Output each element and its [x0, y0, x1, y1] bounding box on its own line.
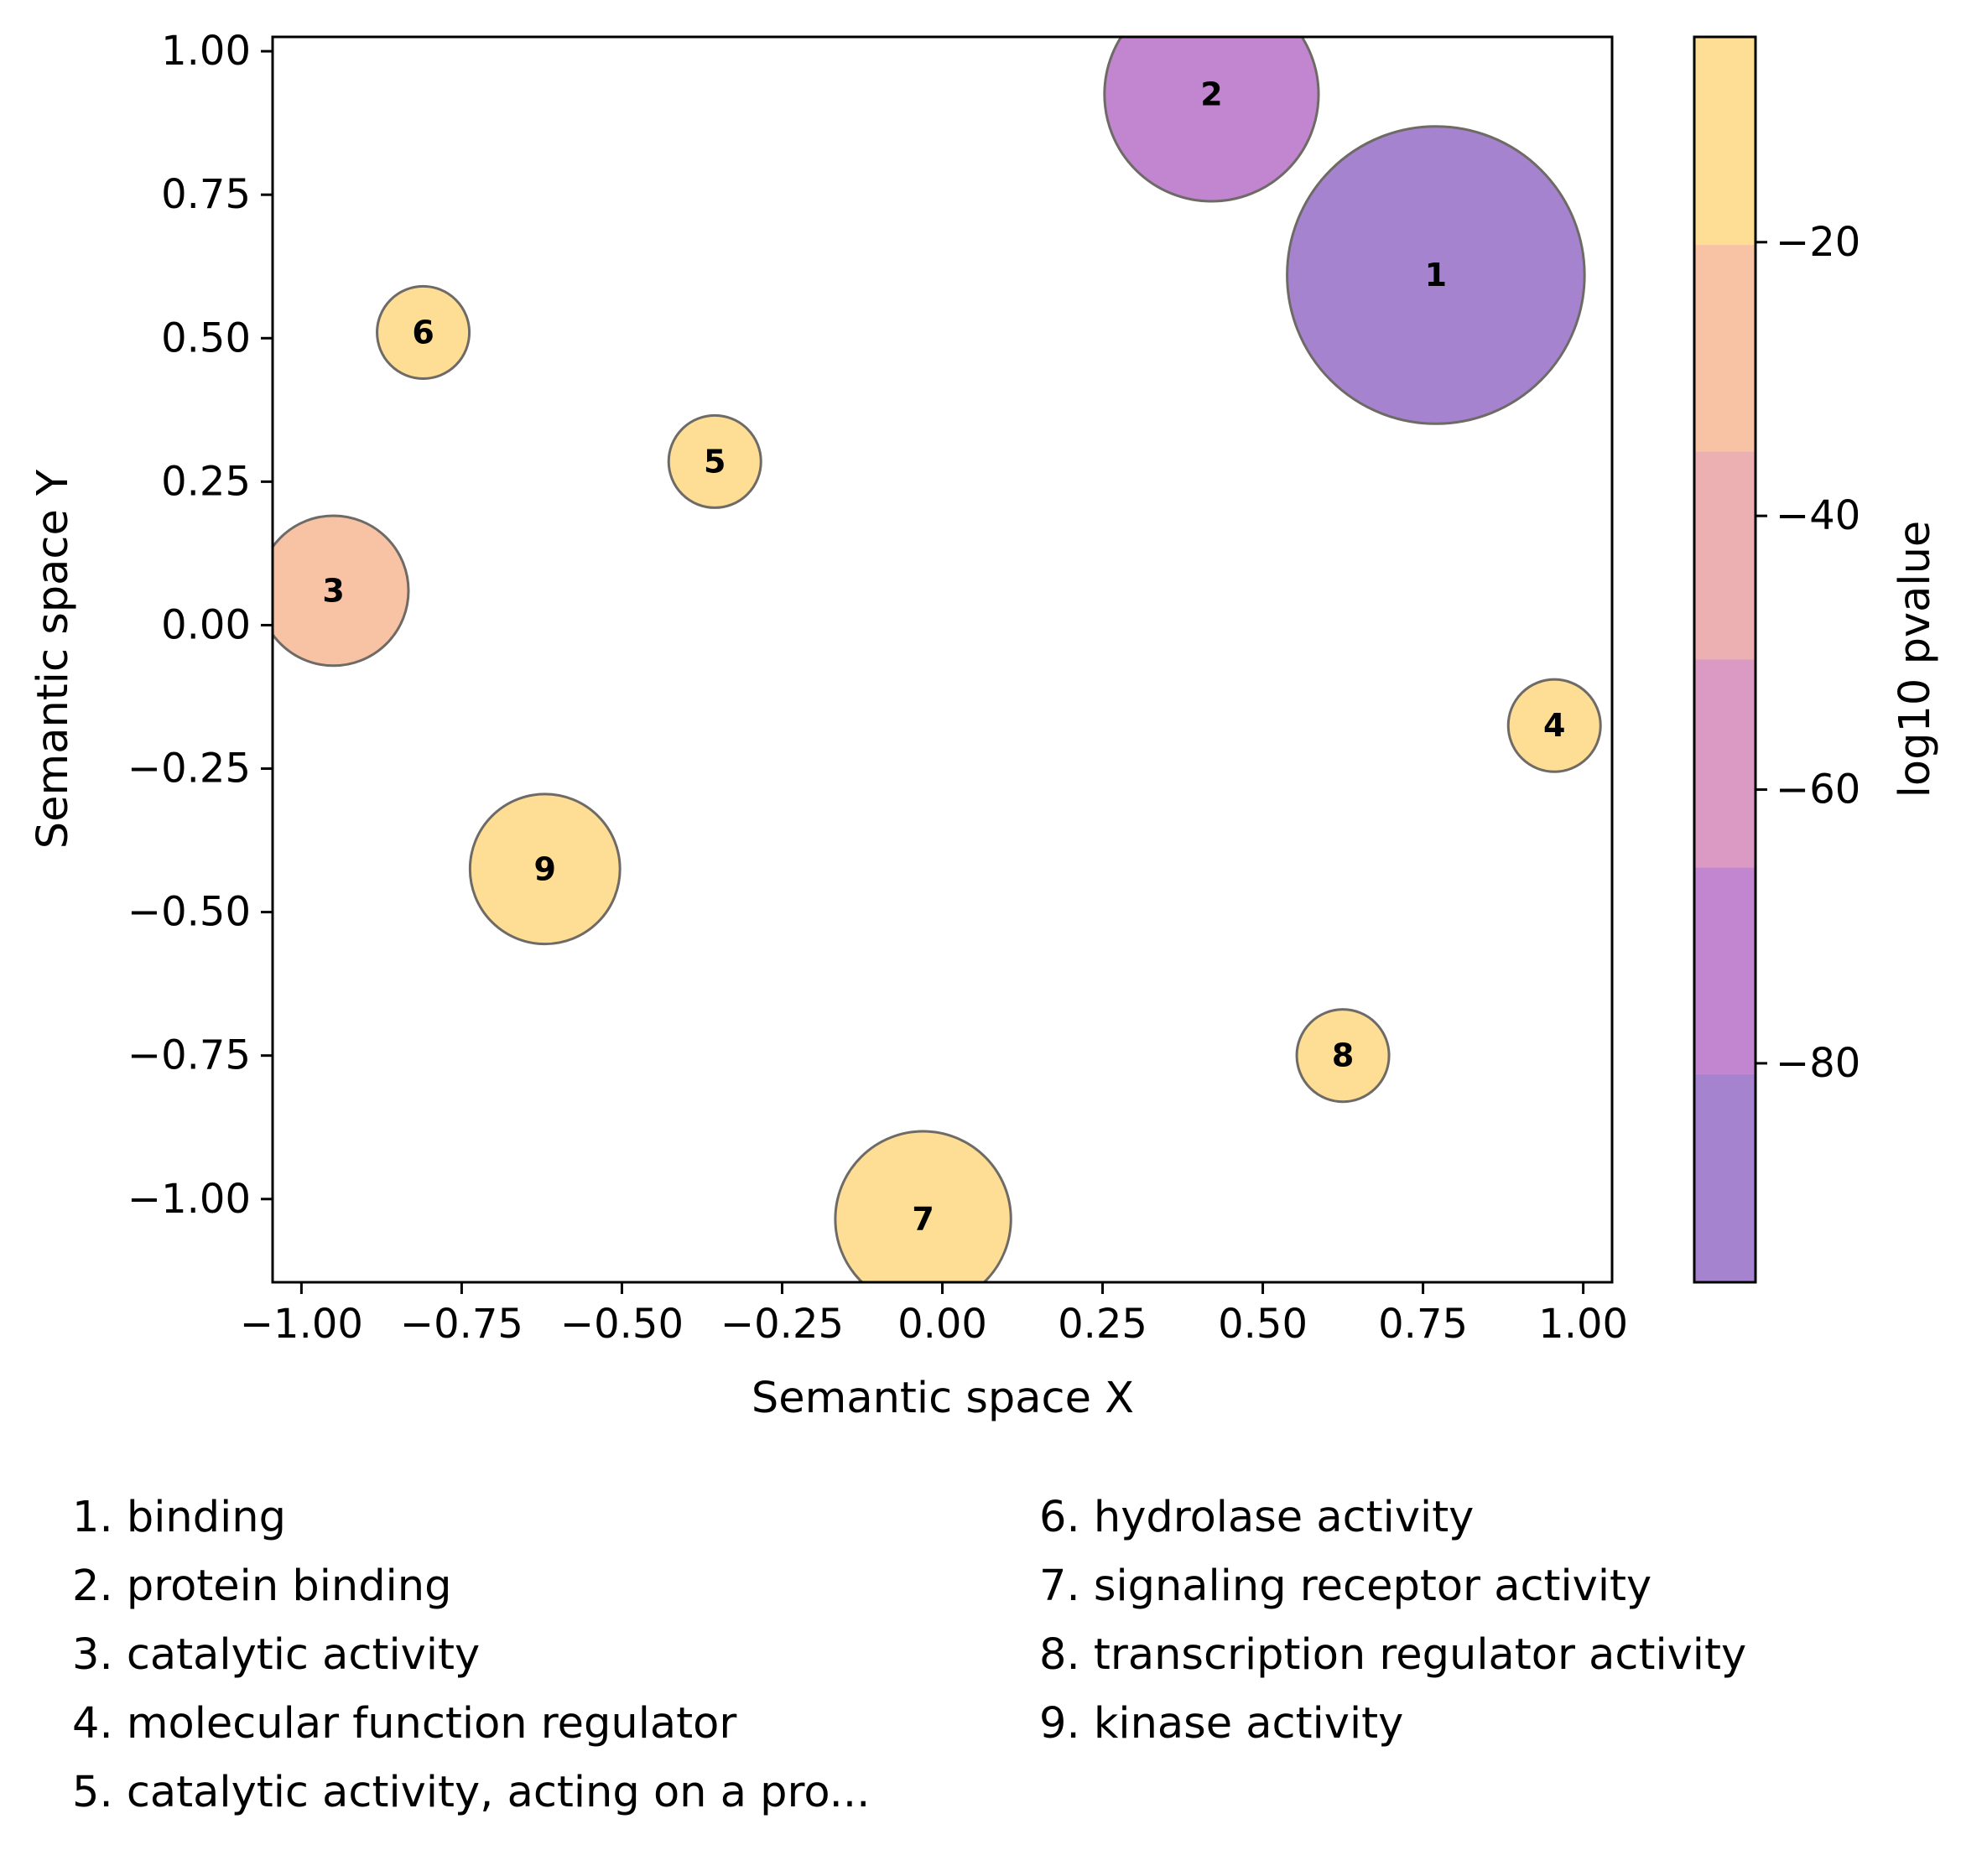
bubble-3	[273, 514, 410, 668]
bubble-chart: 1 2 3 4 5 6 7 8 9 −1.00 −0.75 −0.50 −0.25 0.00 0.25 0.…	[29, 28, 1940, 1423]
x-tick-label: 0.00	[897, 1301, 987, 1348]
colorbar-band	[1694, 245, 1756, 452]
legend-item: 3. catalytic activity	[72, 1630, 481, 1680]
y-axis-label: Semantic space Y	[29, 469, 78, 849]
legend-item: 7. signaling receptor activity	[1039, 1562, 1652, 1611]
colorbar-tick-label: −20	[1776, 219, 1860, 266]
bubble-7	[834, 1130, 1012, 1282]
y-tick-label: −0.75	[127, 1032, 251, 1079]
legend-item: 6. hydrolase activity	[1039, 1493, 1475, 1542]
colorbar: −20 −40 −60 −80	[1693, 35, 1860, 1284]
colorbar-label: log10 pvalue	[1891, 521, 1940, 798]
colorbar-tick-label: −40	[1776, 492, 1860, 539]
colorbar-band	[1694, 659, 1756, 868]
x-axis: −1.00 −0.75 −0.50 −0.25 0.00 0.25 0.50 0.75 1.00	[240, 1282, 1628, 1348]
bubble-label-layer: 1 2 3 4 5 6 7 8 9	[322, 75, 1565, 1237]
legend-item: 2. protein binding	[72, 1562, 452, 1611]
bubble-2	[1103, 37, 1320, 203]
x-tick-label: −0.75	[400, 1301, 523, 1348]
x-tick-label: −0.50	[560, 1301, 684, 1348]
legend-item: 9. kinase activity	[1039, 1699, 1404, 1749]
y-tick-label: 0.25	[161, 458, 251, 505]
colorbar-band	[1694, 451, 1756, 660]
y-tick-label: 0.50	[161, 314, 251, 361]
bubble-1	[1286, 125, 1586, 425]
y-tick-label: 0.00	[161, 601, 251, 648]
bubble-label-9: 9	[534, 850, 556, 887]
bubble-label-3: 3	[322, 572, 344, 609]
colorbar-frame	[1693, 35, 1757, 1284]
bubble-9	[468, 792, 622, 946]
x-tick-label: 1.00	[1538, 1301, 1628, 1348]
x-tick-label: −1.00	[240, 1301, 363, 1348]
x-tick-label: 0.75	[1378, 1301, 1468, 1348]
colorbar-band	[1694, 37, 1756, 246]
bubble-6	[376, 284, 471, 380]
bubble-label-1: 1	[1425, 257, 1447, 294]
y-tick-label: 0.75	[161, 171, 251, 218]
bubble-label-2: 2	[1200, 75, 1222, 112]
colorbar-tick-label: −60	[1776, 767, 1860, 813]
x-axis-label: Semantic space X	[752, 1374, 1134, 1423]
bubble-label-4: 4	[1543, 707, 1565, 744]
x-tick-label: 0.50	[1218, 1301, 1308, 1348]
y-tick-label: 1.00	[161, 28, 251, 75]
y-tick-label: −0.50	[127, 889, 251, 936]
bubble-8	[1295, 1008, 1391, 1104]
y-tick-label: −1.00	[127, 1176, 251, 1223]
y-axis: 1.00 0.75 0.50 0.25 0.00 −0.25 −0.50 −0.75 −1.00	[127, 28, 273, 1223]
bubble-label-8: 8	[1332, 1037, 1354, 1074]
bubble-layer	[273, 37, 1602, 1282]
term-legend: 1. binding 2. protein binding 3. catalytic…	[72, 1493, 1917, 1845]
legend-item: 1. binding	[72, 1493, 286, 1542]
bubble-label-6: 6	[412, 314, 434, 351]
bubble-label-7: 7	[912, 1201, 934, 1238]
bubble-4	[1506, 678, 1602, 773]
y-tick-label: −0.25	[127, 746, 251, 792]
legend-item: 5. catalytic activity, acting on a pro..…	[72, 1768, 871, 1817]
colorbar-band	[1694, 867, 1756, 1074]
legend-item: 4. molecular function regulator	[72, 1699, 737, 1749]
colorbar-band	[1694, 1073, 1756, 1282]
colorbar-tick-label: −80	[1776, 1040, 1860, 1087]
x-tick-label: 0.25	[1058, 1301, 1147, 1348]
x-tick-label: −0.25	[720, 1301, 844, 1348]
bubble-label-5: 5	[704, 443, 726, 480]
legend-item: 8. transcription regulator activity	[1039, 1630, 1747, 1680]
bubble-5	[667, 413, 762, 509]
